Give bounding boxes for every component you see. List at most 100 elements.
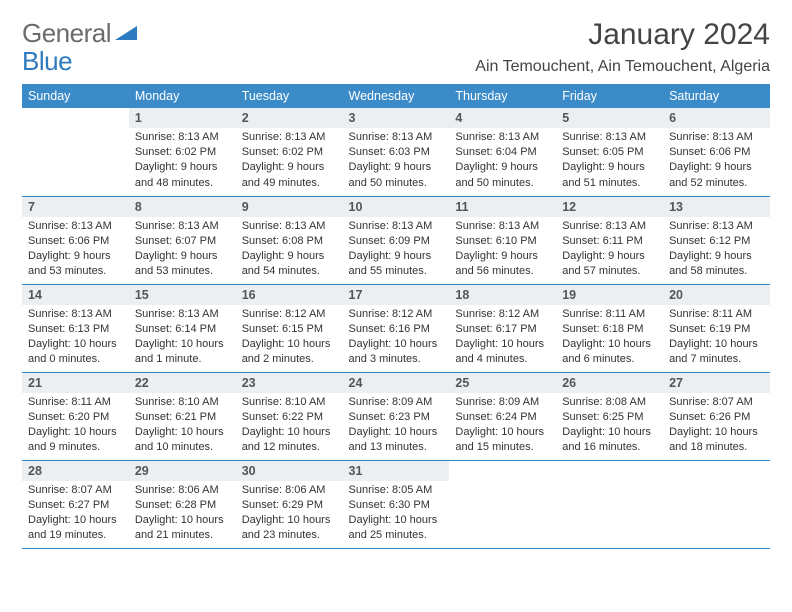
day-number: 8 xyxy=(129,197,236,217)
sunrise-text: Sunrise: 8:13 AM xyxy=(135,219,230,234)
daylight-line1: Daylight: 10 hours xyxy=(28,513,123,528)
calendar-cell: 25Sunrise: 8:09 AMSunset: 6:24 PMDayligh… xyxy=(449,372,556,460)
daylight-line1: Daylight: 10 hours xyxy=(349,513,444,528)
day-details: Sunrise: 8:13 AMSunset: 6:02 PMDaylight:… xyxy=(236,128,343,195)
calendar-week-row: 28Sunrise: 8:07 AMSunset: 6:27 PMDayligh… xyxy=(22,460,770,548)
calendar-header-row: Sunday Monday Tuesday Wednesday Thursday… xyxy=(22,84,770,108)
calendar-week-row: 21Sunrise: 8:11 AMSunset: 6:20 PMDayligh… xyxy=(22,372,770,460)
day-cell: 14Sunrise: 8:13 AMSunset: 6:13 PMDayligh… xyxy=(22,285,129,372)
sunrise-text: Sunrise: 8:07 AM xyxy=(28,483,123,498)
daylight-line2: and 56 minutes. xyxy=(455,264,550,279)
daylight-line2: and 3 minutes. xyxy=(349,352,444,367)
calendar-cell xyxy=(449,460,556,548)
sunrise-text: Sunrise: 8:13 AM xyxy=(349,219,444,234)
daylight-line1: Daylight: 10 hours xyxy=(562,425,657,440)
day-cell: 24Sunrise: 8:09 AMSunset: 6:23 PMDayligh… xyxy=(343,373,450,460)
day-details: Sunrise: 8:07 AMSunset: 6:26 PMDaylight:… xyxy=(663,393,770,460)
daylight-line1: Daylight: 10 hours xyxy=(242,337,337,352)
day-number: 3 xyxy=(343,108,450,128)
daylight-line2: and 57 minutes. xyxy=(562,264,657,279)
sunset-text: Sunset: 6:14 PM xyxy=(135,322,230,337)
calendar-cell: 1Sunrise: 8:13 AMSunset: 6:02 PMDaylight… xyxy=(129,108,236,196)
title-block: January 2024 Ain Temouchent, Ain Temouch… xyxy=(475,18,770,76)
calendar-cell: 24Sunrise: 8:09 AMSunset: 6:23 PMDayligh… xyxy=(343,372,450,460)
sunrise-text: Sunrise: 8:13 AM xyxy=(28,219,123,234)
sunrise-text: Sunrise: 8:12 AM xyxy=(242,307,337,322)
sunset-text: Sunset: 6:21 PM xyxy=(135,410,230,425)
day-cell: 11Sunrise: 8:13 AMSunset: 6:10 PMDayligh… xyxy=(449,197,556,284)
daylight-line1: Daylight: 10 hours xyxy=(349,425,444,440)
day-number: 12 xyxy=(556,197,663,217)
sunset-text: Sunset: 6:10 PM xyxy=(455,234,550,249)
daylight-line2: and 1 minute. xyxy=(135,352,230,367)
sunset-text: Sunset: 6:16 PM xyxy=(349,322,444,337)
calendar-cell: 5Sunrise: 8:13 AMSunset: 6:05 PMDaylight… xyxy=(556,108,663,196)
day-details: Sunrise: 8:13 AMSunset: 6:08 PMDaylight:… xyxy=(236,217,343,284)
day-cell: 26Sunrise: 8:08 AMSunset: 6:25 PMDayligh… xyxy=(556,373,663,460)
day-number: 19 xyxy=(556,285,663,305)
daylight-line2: and 6 minutes. xyxy=(562,352,657,367)
day-number: 16 xyxy=(236,285,343,305)
daylight-line2: and 18 minutes. xyxy=(669,440,764,455)
daylight-line2: and 50 minutes. xyxy=(349,176,444,191)
calendar-cell: 2Sunrise: 8:13 AMSunset: 6:02 PMDaylight… xyxy=(236,108,343,196)
day-number: 25 xyxy=(449,373,556,393)
daylight-line2: and 4 minutes. xyxy=(455,352,550,367)
day-details: Sunrise: 8:09 AMSunset: 6:23 PMDaylight:… xyxy=(343,393,450,460)
daylight-line2: and 2 minutes. xyxy=(242,352,337,367)
calendar-cell: 4Sunrise: 8:13 AMSunset: 6:04 PMDaylight… xyxy=(449,108,556,196)
daylight-line2: and 52 minutes. xyxy=(669,176,764,191)
day-cell: 22Sunrise: 8:10 AMSunset: 6:21 PMDayligh… xyxy=(129,373,236,460)
sunset-text: Sunset: 6:28 PM xyxy=(135,498,230,513)
sunrise-text: Sunrise: 8:11 AM xyxy=(562,307,657,322)
daylight-line2: and 54 minutes. xyxy=(242,264,337,279)
weekday-header: Tuesday xyxy=(236,84,343,108)
day-cell: 5Sunrise: 8:13 AMSunset: 6:05 PMDaylight… xyxy=(556,108,663,196)
calendar-table: Sunday Monday Tuesday Wednesday Thursday… xyxy=(22,84,770,549)
daylight-line1: Daylight: 9 hours xyxy=(135,160,230,175)
calendar-cell: 23Sunrise: 8:10 AMSunset: 6:22 PMDayligh… xyxy=(236,372,343,460)
day-details: Sunrise: 8:08 AMSunset: 6:25 PMDaylight:… xyxy=(556,393,663,460)
day-details: Sunrise: 8:11 AMSunset: 6:18 PMDaylight:… xyxy=(556,305,663,372)
daylight-line1: Daylight: 9 hours xyxy=(455,249,550,264)
daylight-line1: Daylight: 10 hours xyxy=(669,425,764,440)
daylight-line1: Daylight: 10 hours xyxy=(28,337,123,352)
sunset-text: Sunset: 6:06 PM xyxy=(28,234,123,249)
daylight-line1: Daylight: 9 hours xyxy=(242,160,337,175)
sunset-text: Sunset: 6:08 PM xyxy=(242,234,337,249)
daylight-line1: Daylight: 9 hours xyxy=(349,249,444,264)
day-details: Sunrise: 8:05 AMSunset: 6:30 PMDaylight:… xyxy=(343,481,450,548)
day-details: Sunrise: 8:13 AMSunset: 6:06 PMDaylight:… xyxy=(663,128,770,195)
daylight-line1: Daylight: 9 hours xyxy=(562,249,657,264)
day-details: Sunrise: 8:13 AMSunset: 6:06 PMDaylight:… xyxy=(22,217,129,284)
calendar-week-row: 1Sunrise: 8:13 AMSunset: 6:02 PMDaylight… xyxy=(22,108,770,196)
day-number: 9 xyxy=(236,197,343,217)
location-label: Ain Temouchent, Ain Temouchent, Algeria xyxy=(475,58,770,76)
sunset-text: Sunset: 6:11 PM xyxy=(562,234,657,249)
day-number: 28 xyxy=(22,461,129,481)
day-number: 26 xyxy=(556,373,663,393)
calendar-cell: 11Sunrise: 8:13 AMSunset: 6:10 PMDayligh… xyxy=(449,196,556,284)
calendar-cell: 16Sunrise: 8:12 AMSunset: 6:15 PMDayligh… xyxy=(236,284,343,372)
day-cell: 10Sunrise: 8:13 AMSunset: 6:09 PMDayligh… xyxy=(343,197,450,284)
calendar-cell: 9Sunrise: 8:13 AMSunset: 6:08 PMDaylight… xyxy=(236,196,343,284)
day-number: 2 xyxy=(236,108,343,128)
sunset-text: Sunset: 6:30 PM xyxy=(349,498,444,513)
day-cell: 19Sunrise: 8:11 AMSunset: 6:18 PMDayligh… xyxy=(556,285,663,372)
daylight-line2: and 13 minutes. xyxy=(349,440,444,455)
sunset-text: Sunset: 6:22 PM xyxy=(242,410,337,425)
sunset-text: Sunset: 6:06 PM xyxy=(669,145,764,160)
day-cell: 18Sunrise: 8:12 AMSunset: 6:17 PMDayligh… xyxy=(449,285,556,372)
brand-triangle-icon xyxy=(115,22,137,45)
day-details: Sunrise: 8:06 AMSunset: 6:29 PMDaylight:… xyxy=(236,481,343,548)
calendar-body: 1Sunrise: 8:13 AMSunset: 6:02 PMDaylight… xyxy=(22,108,770,548)
calendar-cell: 22Sunrise: 8:10 AMSunset: 6:21 PMDayligh… xyxy=(129,372,236,460)
sunrise-text: Sunrise: 8:13 AM xyxy=(455,219,550,234)
sunrise-text: Sunrise: 8:13 AM xyxy=(562,130,657,145)
sunrise-text: Sunrise: 8:13 AM xyxy=(28,307,123,322)
sunrise-text: Sunrise: 8:13 AM xyxy=(135,130,230,145)
daylight-line1: Daylight: 9 hours xyxy=(135,249,230,264)
day-number: 17 xyxy=(343,285,450,305)
day-details: Sunrise: 8:11 AMSunset: 6:20 PMDaylight:… xyxy=(22,393,129,460)
sunrise-text: Sunrise: 8:13 AM xyxy=(349,130,444,145)
